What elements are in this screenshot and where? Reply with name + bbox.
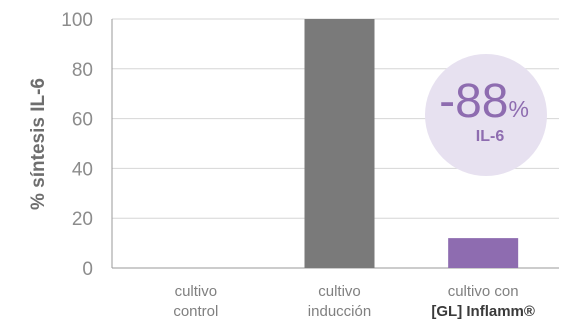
badge-value: -88 bbox=[439, 75, 508, 128]
category-label-line2: control bbox=[173, 303, 218, 320]
y-tick-label: 20 bbox=[72, 209, 93, 230]
y-tick-label: 60 bbox=[72, 110, 93, 131]
y-tick-label: 100 bbox=[61, 10, 93, 31]
badge-text: -88% bbox=[439, 75, 529, 128]
y-tick-labels: 0 20 40 60 80 100 bbox=[61, 10, 93, 280]
badge-circle bbox=[425, 54, 547, 176]
reduction-badge: -88% IL-6 bbox=[425, 54, 547, 176]
category-label-line2: inducción bbox=[308, 303, 371, 320]
bar bbox=[304, 19, 375, 268]
category-label-line1: cultivo con bbox=[448, 283, 519, 300]
bars bbox=[304, 19, 519, 268]
category-label-line1: cultivo bbox=[175, 283, 218, 300]
category-labels: cultivo control cultivo inducción cultivo co… bbox=[173, 283, 535, 320]
badge-label: IL-6 bbox=[476, 128, 505, 145]
badge-unit: % bbox=[508, 96, 528, 122]
category-label-line2: [GL] Inflamm® bbox=[431, 303, 535, 320]
y-tick-label: 0 bbox=[82, 259, 93, 280]
category-label-line1: cultivo bbox=[318, 283, 361, 300]
y-axis-label: % síntesis IL-6 bbox=[28, 78, 49, 210]
y-tick-label: 80 bbox=[72, 60, 93, 81]
y-tick-label: 40 bbox=[72, 159, 93, 180]
bar bbox=[448, 238, 519, 268]
